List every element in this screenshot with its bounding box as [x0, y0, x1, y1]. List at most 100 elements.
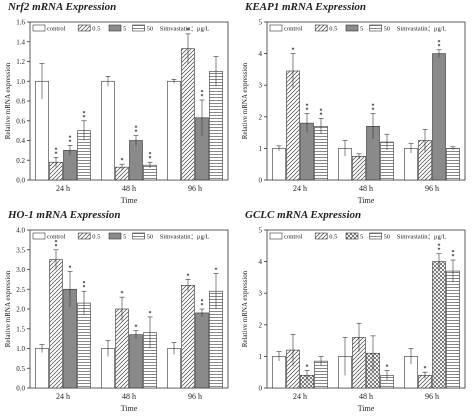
significance-mark: *: [372, 108, 375, 114]
legend-label: 50: [384, 26, 391, 33]
legend-swatch: [369, 24, 382, 32]
significance-mark: *: [187, 273, 190, 279]
y-axis-label: Relative mRNA expression: [241, 62, 249, 139]
plot-frame: [266, 21, 466, 181]
x-tick-label: 96 h: [425, 184, 439, 193]
y-tick-label: 0.4: [16, 137, 25, 145]
chart-keap1: KEAP1 mRNA Expression 0 1 2 3 4 5 Relative mRNA…: [237, 0, 474, 208]
y-tick-label: 0.6: [16, 117, 25, 125]
bar: [101, 80, 115, 181]
y-tick-label: 1.0: [16, 345, 25, 353]
y-tick-label: 4.0: [16, 227, 25, 235]
legend-label: control: [284, 234, 303, 241]
significance-mark: *: [320, 108, 323, 114]
bar: [181, 48, 195, 181]
legend-label: 5: [360, 26, 363, 33]
significance-mark: *: [55, 244, 58, 250]
legend-label: 5: [123, 234, 126, 241]
x-tick-label: 24 h: [56, 184, 70, 193]
x-axis-label: Time: [358, 196, 375, 205]
significance-mark: *: [149, 156, 152, 162]
chart-svg: HO-1 mRNA Expression 0.0 0.5 1.0 1.5 2.0 2.5 3.…: [4, 209, 229, 413]
legend-label: 50: [384, 234, 391, 241]
significance-mark: *: [320, 112, 323, 118]
significance-mark: *: [424, 366, 427, 372]
chart-svg: KEAP1 mRNA Expression 0 1 2 3 4 5 Relative mRNA…: [241, 1, 466, 205]
bar: [195, 312, 209, 389]
significance-mark: *: [438, 40, 441, 46]
chart-title: Nrf2 mRNA Expression: [7, 1, 116, 13]
legend-swatch: [108, 24, 122, 32]
legend-suffix: Simvastatin：μg/L: [397, 26, 447, 33]
x-tick-label: 24 h: [293, 184, 307, 193]
legend-label: 50: [147, 234, 154, 241]
significance-mark: *: [55, 240, 58, 246]
x-tick-label: 24 h: [56, 392, 70, 401]
x-tick-label: 48 h: [359, 392, 373, 401]
legend-swatch: [108, 232, 122, 240]
legend-swatch: [32, 24, 46, 32]
chart-title: KEAP1 mRNA Expression: [244, 1, 366, 13]
legend-label: 0.5: [329, 234, 337, 241]
legend-label: 50: [147, 26, 154, 33]
legend-label: control: [47, 234, 66, 241]
significance-mark: *: [306, 104, 309, 110]
y-axis-label: Relative mRNA expression: [4, 270, 12, 347]
bar: [432, 53, 446, 181]
chart-svg: Nrf2 mRNA Expression 0.0 0.2 0.4 0.6 0.8 1.0 1.…: [4, 1, 229, 205]
significance-mark: *: [83, 281, 86, 287]
legend-suffix: Simvastatin：μg/L: [397, 234, 447, 241]
x-axis-label: Time: [121, 404, 138, 413]
x-tick-label: 48 h: [122, 392, 136, 401]
bar: [129, 334, 143, 389]
y-tick-label: 1.6: [16, 19, 25, 27]
y-tick-label: 0: [259, 385, 263, 393]
y-tick-label: 1.5: [16, 325, 25, 333]
legend-label: 5: [123, 26, 126, 33]
bar: [115, 308, 129, 389]
significance-mark: *: [121, 158, 124, 164]
legend-label: 0.5: [92, 26, 100, 33]
legend-label: 5: [360, 234, 363, 241]
x-tick-label: 48 h: [122, 184, 136, 193]
significance-mark: *: [201, 90, 204, 96]
legend-swatch: [345, 24, 359, 32]
bar: [77, 302, 91, 389]
y-tick-label: 0: [259, 177, 263, 185]
y-axis-label: Relative mRNA expression: [241, 270, 249, 347]
y-tick-label: 2.0: [16, 306, 25, 314]
bar: [446, 270, 460, 389]
legend-suffix: Simvastatin：μg/L: [160, 26, 210, 33]
y-tick-label: 2.5: [16, 286, 25, 294]
y-tick-label: 2: [259, 321, 263, 329]
chart-title: HO-1 mRNA Expression: [7, 209, 120, 221]
significance-mark: *: [69, 135, 72, 141]
x-tick-label: 48 h: [359, 184, 373, 193]
y-tick-label: 5: [259, 19, 263, 27]
significance-mark: *: [452, 250, 455, 256]
significance-mark: *: [438, 44, 441, 50]
significance-mark: *: [83, 111, 86, 117]
chart-svg: GCLC mRNA Expression 0 1 2 3 4 5 Relative mRNA …: [241, 209, 466, 413]
chart-title: GCLC mRNA Expression: [245, 209, 361, 221]
plot-frame: [266, 229, 466, 389]
legend-swatch: [132, 232, 145, 240]
significance-mark: *: [452, 254, 455, 260]
significance-mark: *: [386, 365, 389, 371]
legend-swatch: [269, 24, 283, 32]
significance-mark: *: [149, 152, 152, 158]
legend-swatch: [132, 24, 145, 32]
bar: [314, 125, 328, 181]
legend-swatch: [314, 232, 328, 240]
bar: [432, 261, 446, 389]
y-tick-label: 1.4: [16, 38, 25, 46]
significance-mark: *: [438, 244, 441, 250]
chart-nrf2: Nrf2 mRNA Expression 0.0 0.2 0.4 0.6 0.8 1.0 1.…: [0, 0, 237, 208]
significance-mark: *: [201, 303, 204, 309]
x-axis-label: Time: [121, 196, 138, 205]
y-tick-label: 4: [259, 258, 263, 266]
y-tick-label: 1: [259, 145, 263, 153]
legend-label: 0.5: [329, 26, 337, 33]
significance-mark: *: [306, 365, 309, 371]
legend-swatch: [269, 232, 283, 240]
